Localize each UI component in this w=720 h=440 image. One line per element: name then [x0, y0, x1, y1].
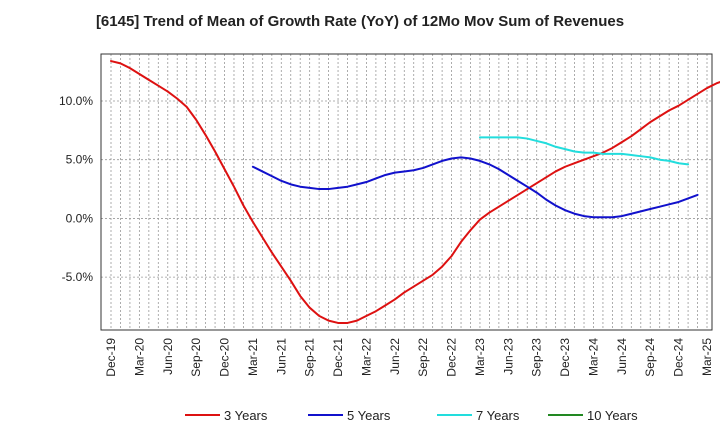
series-line-3-years — [110, 60, 720, 324]
x-tick-label: Dec-21 — [331, 338, 345, 377]
legend-item-5-years: 5 Years — [308, 408, 391, 423]
legend-label: 10 Years — [587, 408, 638, 423]
x-tick-label: Sep-21 — [303, 338, 317, 377]
grid-lines — [101, 54, 712, 330]
plot-area-frame — [100, 53, 713, 331]
x-tick-label: Mar-21 — [246, 338, 260, 376]
x-tick-label: Mar-24 — [586, 338, 600, 376]
x-tick-label: Jun-21 — [274, 338, 288, 375]
x-tick-label: Dec-23 — [558, 338, 572, 377]
x-tick-label: Dec-22 — [445, 338, 459, 377]
x-tick-label: Dec-24 — [672, 338, 686, 377]
y-tick-label: 10.0% — [59, 94, 93, 108]
legend-label: 3 Years — [224, 408, 268, 423]
x-tick-label: Jun-23 — [501, 338, 515, 375]
x-tick-label: Mar-20 — [132, 338, 146, 376]
legend: 3 Years 5 Years 7 Years 10 Years — [185, 408, 638, 423]
x-tick-label: Sep-24 — [643, 338, 657, 377]
y-tick-label: -5.0% — [62, 270, 94, 284]
legend-item-10-years: 10 Years — [548, 408, 638, 423]
x-tick-label: Mar-22 — [359, 338, 373, 376]
legend-item-7-years: 7 Years — [437, 408, 520, 423]
x-tick-label: Sep-22 — [416, 338, 430, 377]
series-line-7-years — [478, 136, 690, 166]
y-tick-label: 5.0% — [66, 153, 94, 167]
x-tick-label: Mar-23 — [473, 338, 487, 376]
y-tick-label: 0.0% — [66, 211, 94, 225]
legend-item-3-years: 3 Years — [185, 408, 268, 423]
y-axis-ticks: 10.0% 5.0% 0.0% -5.0% — [59, 94, 93, 284]
legend-label: 7 Years — [476, 408, 520, 423]
x-tick-label: Jun-20 — [161, 338, 175, 375]
x-tick-label: Mar-25 — [700, 338, 714, 376]
x-tick-label: Jun-24 — [615, 338, 629, 375]
x-tick-label: Dec-20 — [218, 338, 232, 377]
series-line-5-years — [251, 156, 699, 219]
x-tick-label: Jun-22 — [388, 338, 402, 375]
x-axis-ticks: Dec-19 Mar-20 Jun-20 Sep-20 Dec-20 Mar-21 Jun-… — [104, 338, 714, 377]
x-tick-label: Sep-23 — [530, 338, 544, 377]
series-lines — [110, 60, 720, 324]
legend-label: 5 Years — [347, 408, 391, 423]
x-tick-label: Sep-20 — [189, 338, 203, 377]
x-tick-label: Dec-19 — [104, 338, 118, 377]
chart-title: [6145] Trend of Mean of Growth Rate (YoY… — [95, 13, 625, 30]
